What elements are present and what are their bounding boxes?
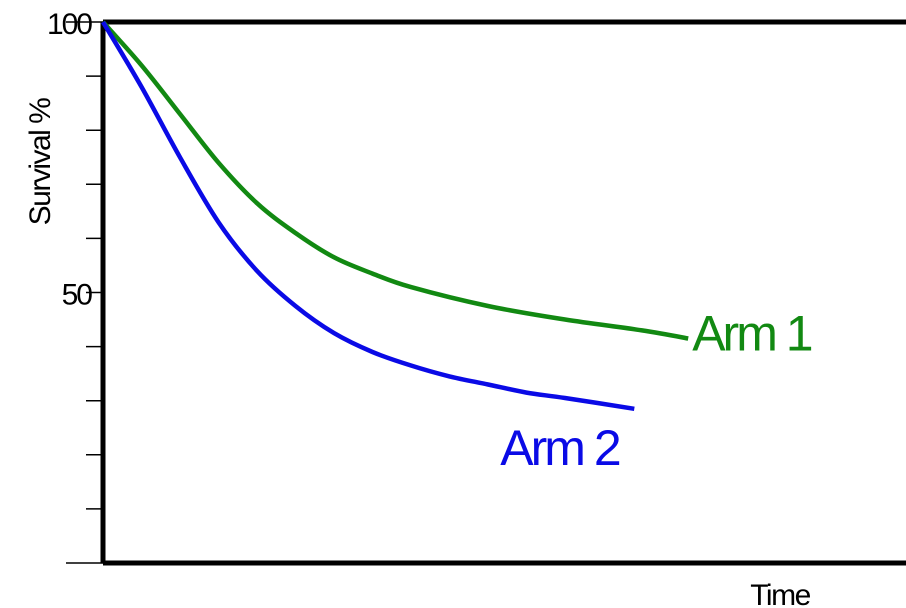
plot-frame bbox=[100, 19, 906, 566]
series-lines bbox=[101, 20, 689, 412]
y-axis-ticks bbox=[66, 21, 103, 564]
x-axis-label: Time bbox=[750, 579, 810, 608]
series-line-2 bbox=[101, 20, 635, 412]
y-tick-label-50: 50 bbox=[62, 279, 93, 312]
chart-labels: 100 50 Survival % Time Arm 1 Arm 2 bbox=[24, 8, 815, 608]
y-tick-label-100: 100 bbox=[47, 8, 92, 41]
series-label-2: Arm 2 bbox=[500, 420, 620, 476]
y-axis-label: Survival % bbox=[24, 98, 57, 226]
series-line-1 bbox=[101, 20, 689, 341]
series-label-1: Arm 1 bbox=[692, 305, 812, 361]
